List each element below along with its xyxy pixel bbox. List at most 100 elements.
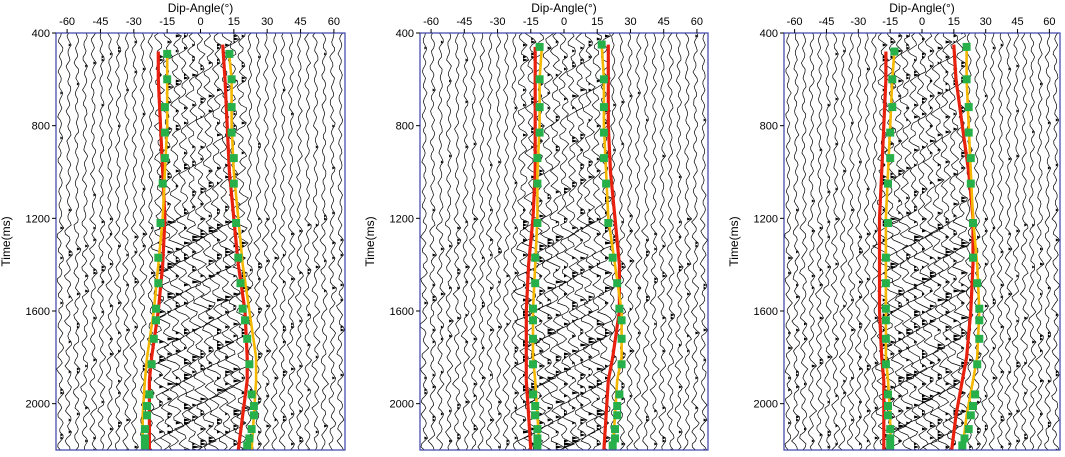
picked-point — [145, 390, 154, 399]
picked-point — [971, 390, 980, 399]
y-axis-title: Time(ms) — [727, 216, 741, 266]
picked-point — [163, 49, 172, 58]
picked-point — [533, 219, 542, 227]
x-tick-label: -15 — [523, 16, 539, 28]
y-tick-label: 1600 — [26, 306, 50, 318]
trace-fill — [85, 64, 89, 443]
picked-point — [533, 434, 542, 443]
picked-point — [617, 316, 626, 325]
picked-point — [160, 103, 169, 112]
trace-wiggle — [919, 33, 940, 450]
trace-wiggle — [838, 33, 848, 450]
picked-point — [531, 411, 540, 420]
trace-wiggle — [912, 33, 934, 450]
picked-point — [156, 219, 165, 227]
trace-fill — [984, 94, 989, 431]
seismic-traces — [56, 33, 345, 450]
y-tick-label: 1600 — [390, 306, 414, 318]
x-tick-label: 0 — [197, 16, 203, 28]
picked-point — [529, 316, 537, 325]
y-tick-label: 2000 — [26, 399, 50, 411]
trace-wiggle — [896, 33, 918, 450]
trace-fill — [340, 238, 345, 377]
trace-wiggle — [791, 33, 801, 450]
trace-wiggle — [502, 33, 512, 450]
trace-wiggle — [56, 33, 65, 450]
picked-point — [243, 441, 252, 450]
trace-fill — [274, 256, 279, 422]
picked-point — [888, 103, 897, 112]
picked-point — [143, 402, 152, 410]
trace-fill — [687, 217, 692, 353]
series-line-0 — [524, 46, 537, 450]
trace-fill — [678, 175, 684, 434]
picked-point — [881, 316, 890, 325]
y-tick-label: 2000 — [754, 399, 778, 411]
picked-point — [964, 103, 973, 112]
series-layer — [140, 44, 258, 450]
trace-wiggle — [122, 33, 132, 450]
x-tick-label: -30 — [850, 16, 866, 28]
y-axis-title: Time(ms) — [363, 216, 377, 266]
trace-wiggle — [146, 33, 156, 450]
picked-point — [975, 334, 984, 343]
x-tick-label: -30 — [126, 16, 142, 28]
picked-point — [160, 128, 169, 137]
x-tick-label: 45 — [1011, 16, 1023, 28]
x-tick-label: -45 — [456, 16, 472, 28]
trace-wiggle — [97, 33, 107, 450]
picked-point — [236, 279, 245, 288]
picked-point — [535, 75, 544, 84]
trace-wiggle — [261, 33, 272, 450]
trace-fill — [457, 226, 461, 450]
trace-fill — [1016, 64, 1021, 443]
trace-fill — [490, 163, 494, 422]
picked-point — [154, 253, 163, 262]
panel-right: -60 -45 -30 -15 0 15 30 45 60 400 800 1200 1600 2000 D… — [727, 1, 1061, 451]
picked-point — [975, 304, 984, 313]
trace-wiggle — [191, 33, 210, 450]
x-tick-label: 45 — [294, 16, 306, 28]
picked-point — [599, 154, 608, 163]
x-axis-title: Dip-Angle(°) — [531, 1, 596, 15]
picked-point — [604, 219, 613, 227]
picked-point — [608, 253, 617, 262]
seismic-traces — [784, 33, 1060, 450]
x-tick-label: -15 — [159, 16, 175, 28]
trace-fill — [465, 58, 470, 404]
y-tick-label: 800 — [760, 121, 778, 133]
x-axis-title: Dip-Angle(°) — [889, 1, 954, 15]
trace-fill — [184, 33, 193, 450]
picked-point — [881, 253, 890, 262]
trace-fill — [506, 274, 510, 446]
picked-point — [249, 402, 258, 410]
trace-fill — [200, 64, 208, 449]
picked-point — [140, 434, 149, 443]
trace-wiggle — [452, 33, 462, 450]
picked-point — [140, 441, 149, 450]
picked-point — [615, 304, 624, 313]
x-tick-label: 15 — [948, 16, 960, 28]
trace-wiggle — [633, 33, 643, 450]
trace-fill — [332, 124, 337, 380]
y-tick-label: 2000 — [390, 399, 414, 411]
picked-point — [886, 425, 895, 434]
trace-wiggle — [294, 33, 304, 450]
trace-fill — [307, 223, 312, 450]
trace-fill — [514, 106, 519, 440]
picked-point — [158, 179, 167, 188]
x-tick-label: -45 — [819, 16, 835, 28]
picked-point — [152, 316, 160, 325]
picked-point — [969, 219, 977, 227]
picked-point — [531, 402, 540, 410]
picked-point — [241, 316, 249, 325]
picked-point — [966, 179, 975, 188]
trace-wiggle — [870, 33, 880, 450]
trace-wiggle — [156, 33, 178, 450]
trace-wiggle — [807, 33, 818, 450]
trace-fill — [208, 61, 218, 443]
picked-point — [243, 334, 252, 343]
picked-point — [617, 360, 626, 369]
picked-point — [888, 75, 897, 84]
picked-point — [890, 47, 899, 56]
